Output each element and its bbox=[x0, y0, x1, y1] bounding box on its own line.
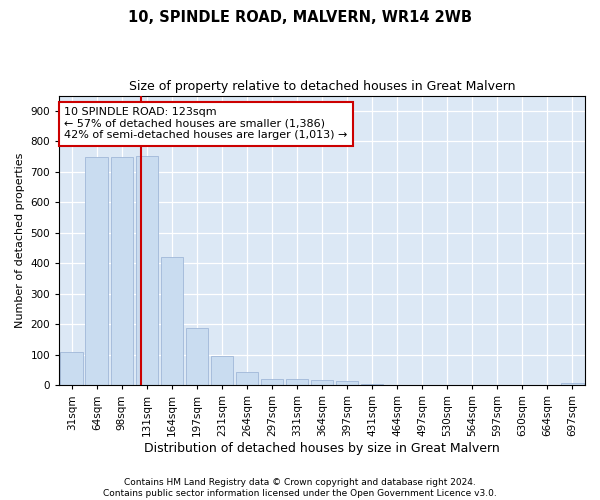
Bar bbox=[211, 356, 233, 386]
X-axis label: Distribution of detached houses by size in Great Malvern: Distribution of detached houses by size … bbox=[144, 442, 500, 455]
Bar bbox=[561, 383, 584, 386]
Bar bbox=[311, 380, 334, 386]
Bar bbox=[236, 372, 258, 386]
Bar bbox=[336, 381, 358, 386]
Bar bbox=[185, 328, 208, 386]
Bar bbox=[261, 378, 283, 386]
Bar bbox=[110, 156, 133, 386]
Text: 10, SPINDLE ROAD, MALVERN, WR14 2WB: 10, SPINDLE ROAD, MALVERN, WR14 2WB bbox=[128, 10, 472, 25]
Bar bbox=[85, 157, 108, 386]
Bar bbox=[61, 352, 83, 386]
Text: Contains HM Land Registry data © Crown copyright and database right 2024.
Contai: Contains HM Land Registry data © Crown c… bbox=[103, 478, 497, 498]
Text: 10 SPINDLE ROAD: 123sqm
← 57% of detached houses are smaller (1,386)
42% of semi: 10 SPINDLE ROAD: 123sqm ← 57% of detache… bbox=[64, 107, 348, 140]
Bar bbox=[286, 378, 308, 386]
Title: Size of property relative to detached houses in Great Malvern: Size of property relative to detached ho… bbox=[129, 80, 515, 93]
Bar bbox=[361, 384, 383, 386]
Bar bbox=[161, 257, 183, 386]
Y-axis label: Number of detached properties: Number of detached properties bbox=[15, 152, 25, 328]
Bar bbox=[136, 156, 158, 386]
